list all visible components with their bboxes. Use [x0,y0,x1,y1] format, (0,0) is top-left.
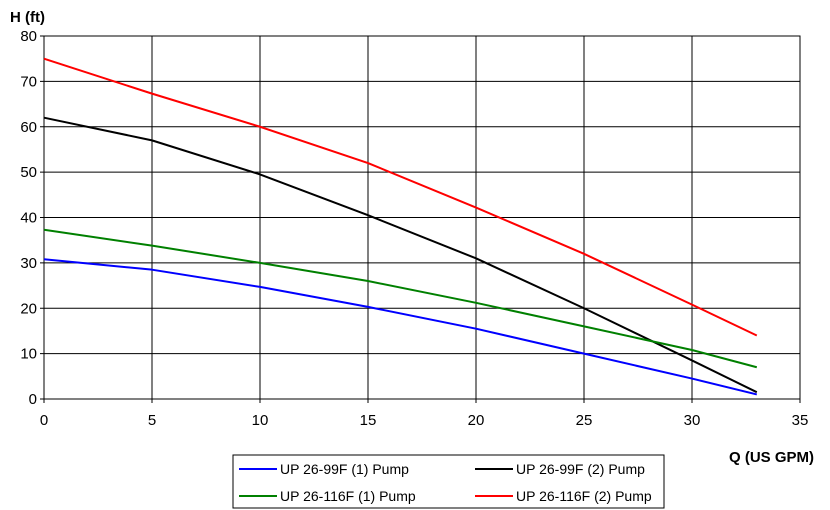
series-line-1 [43,116,758,394]
legend-label: UP 26-99F (1) Pump [280,461,409,477]
x-tick-label: 30 [684,412,701,429]
y-tick-label: 40 [20,210,37,227]
x-tick-label: 15 [360,412,377,429]
y-tick-label: 0 [29,391,37,408]
series-lines [43,57,758,396]
x-tick-label: 0 [40,412,48,429]
series-line-0 [43,258,758,396]
legend: UP 26-99F (1) Pump UP 26-99F (2) Pump UP 2… [232,454,665,509]
x-tick-label: 20 [468,412,485,429]
plot-area-frame [43,35,801,400]
y-tick-label: 30 [20,255,37,272]
x-tick-label: 10 [252,412,269,429]
series-line-2 [43,228,758,369]
legend-label: UP 26-116F (2) Pump [516,488,652,504]
y-tick-label: 10 [20,346,37,363]
series-line-3 [43,57,758,337]
y-tick-label: 70 [20,73,37,90]
legend-label: UP 26-99F (2) Pump [516,461,645,477]
x-tick-label: 35 [792,412,809,429]
x-tick-label: 25 [576,412,593,429]
y-axis-title: H (ft) [10,9,45,26]
y-tick-label: 20 [20,300,37,317]
x-axis-title: Q (US GPM) [729,449,814,466]
x-tick-label: 5 [148,412,156,429]
tick-labels: 0 10 20 30 40 50 60 70 80 0 5 10 15 20 25 30 35 [20,28,808,429]
legend-label: UP 26-116F (1) Pump [280,488,416,504]
y-tick-label: 50 [20,164,37,181]
y-tick-label: 60 [20,119,37,136]
legend-box [232,454,665,509]
y-tick-label: 80 [20,28,37,45]
